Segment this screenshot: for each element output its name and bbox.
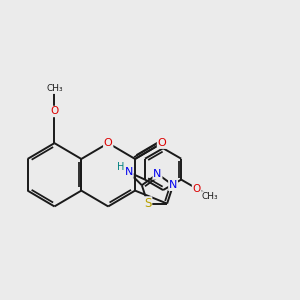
Text: N: N xyxy=(169,180,177,190)
Text: O: O xyxy=(193,184,201,194)
Text: CH₃: CH₃ xyxy=(46,84,63,93)
Text: H: H xyxy=(117,162,124,172)
Text: O: O xyxy=(158,138,166,148)
Text: CH₃: CH₃ xyxy=(202,192,218,201)
Text: O: O xyxy=(50,106,59,116)
Text: O: O xyxy=(104,138,112,148)
Text: N: N xyxy=(153,169,162,179)
Text: S: S xyxy=(144,197,152,210)
Text: N: N xyxy=(124,167,133,177)
